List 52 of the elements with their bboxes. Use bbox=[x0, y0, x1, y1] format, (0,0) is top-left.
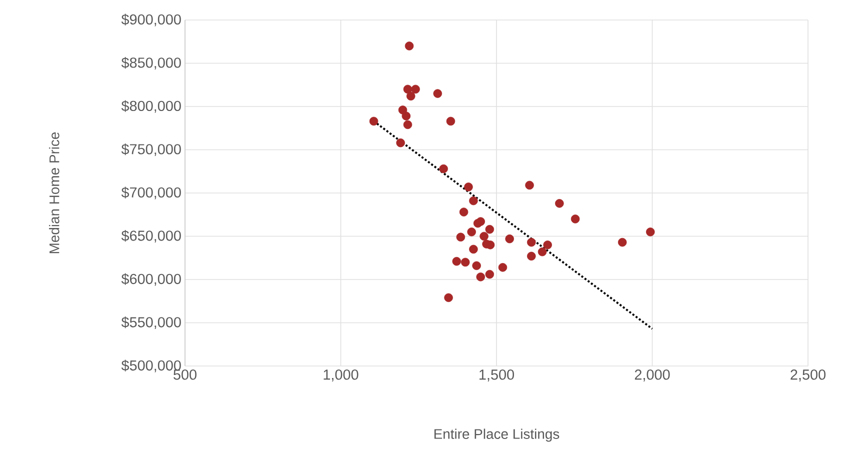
y-tick-label: $550,000 bbox=[121, 316, 181, 330]
point bbox=[464, 182, 473, 192]
point bbox=[473, 218, 482, 228]
x-tick-label: 1,500 bbox=[480, 370, 514, 382]
point bbox=[460, 258, 470, 267]
x-axis-title: Entire Place Listings bbox=[434, 428, 560, 442]
y-tick-label: $800,000 bbox=[121, 100, 181, 113]
point bbox=[439, 164, 448, 174]
point bbox=[398, 106, 408, 114]
y-tick-label: $700,000 bbox=[121, 186, 181, 200]
point bbox=[543, 240, 552, 250]
point bbox=[485, 270, 494, 279]
point bbox=[469, 196, 478, 206]
point bbox=[498, 263, 508, 272]
point bbox=[525, 180, 534, 190]
point bbox=[403, 84, 412, 94]
point bbox=[527, 252, 536, 261]
point bbox=[618, 238, 627, 247]
point bbox=[406, 92, 416, 100]
x-tick-label: 2,000 bbox=[634, 370, 670, 382]
y-tick-label: $600,000 bbox=[121, 273, 181, 286]
x-tick-label: 1,000 bbox=[324, 370, 358, 382]
point bbox=[476, 272, 485, 282]
point bbox=[469, 244, 478, 254]
point bbox=[369, 116, 378, 126]
point bbox=[570, 214, 580, 224]
x-tick-label: 2,500 bbox=[790, 370, 826, 382]
y-tick-label: $850,000 bbox=[121, 56, 181, 70]
point bbox=[527, 238, 536, 247]
point bbox=[538, 247, 547, 256]
point bbox=[456, 232, 466, 242]
point bbox=[444, 293, 453, 302]
y-tick-label: $900,000 bbox=[121, 14, 181, 26]
point bbox=[411, 84, 420, 94]
y-tick-label: $650,000 bbox=[121, 230, 181, 243]
point bbox=[646, 228, 655, 236]
y-tick-label: $750,000 bbox=[121, 143, 181, 156]
point bbox=[485, 224, 494, 234]
point bbox=[480, 232, 488, 241]
y-axis-title: Median Home Price bbox=[49, 132, 60, 254]
point bbox=[403, 120, 412, 130]
point bbox=[555, 198, 564, 208]
point bbox=[472, 261, 481, 270]
point bbox=[459, 208, 468, 216]
point bbox=[433, 89, 442, 98]
point bbox=[467, 228, 476, 236]
point bbox=[452, 256, 462, 266]
point bbox=[404, 42, 414, 50]
point bbox=[446, 116, 456, 126]
point bbox=[396, 138, 405, 148]
point bbox=[505, 234, 514, 244]
point bbox=[402, 112, 411, 120]
